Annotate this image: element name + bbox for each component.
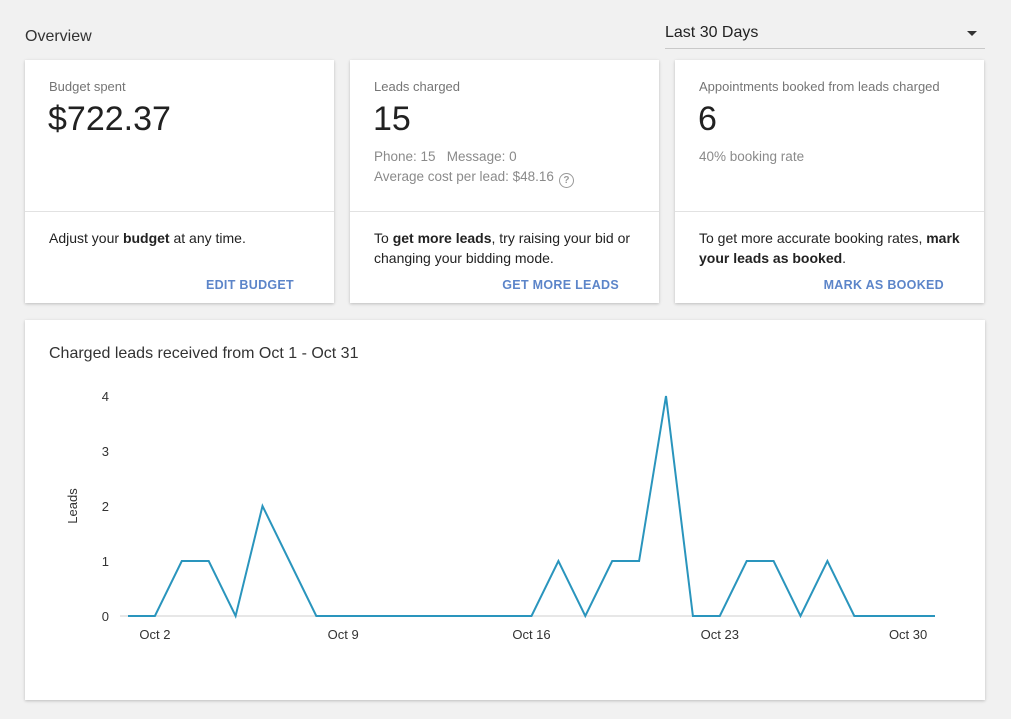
edit-budget-button[interactable]: EDIT BUDGET (205, 278, 294, 292)
get-more-leads-button[interactable]: GET MORE LEADS (502, 278, 619, 292)
budget-card: Budget spent $722.37 Adjust your budget … (25, 60, 334, 303)
series-line-leads (128, 395, 935, 619)
leads-breakdown: Phone: 15 Message: 0 (374, 149, 517, 164)
date-range-value: Last 30 Days (665, 24, 759, 41)
x-tick-label: Oct 16 (512, 627, 550, 642)
leads-card: Leads charged 15 Phone: 15 Message: 0 Av… (350, 60, 659, 303)
date-range-select[interactable]: Last 30 Days (665, 22, 985, 49)
y-tick-label: 3 (102, 444, 109, 459)
y-tick-label: 4 (102, 389, 109, 404)
y-axis-label: Leads (65, 488, 80, 524)
x-tick-label: Oct 2 (139, 627, 170, 642)
appointments-tip: To get more accurate booking rates, mark… (699, 230, 960, 266)
x-tick-label: Oct 30 (889, 627, 927, 642)
leads-value: 15 (373, 100, 411, 138)
average-cost: Average cost per lead: $48.16? (374, 169, 574, 188)
card-divider (675, 211, 984, 212)
appointments-card: Appointments booked from leads charged 6… (675, 60, 984, 303)
y-tick-label: 2 (102, 499, 109, 514)
booking-rate: 40% booking rate (699, 149, 805, 164)
x-tick-label: Oct 23 (701, 627, 739, 642)
question-circle-icon[interactable]: ? (558, 173, 574, 188)
leads-tip: To get more leads, try raising your bid … (374, 230, 631, 266)
card-divider (25, 211, 334, 212)
appointments-label: Appointments booked from leads charged (699, 79, 940, 94)
chevron-down-icon (967, 31, 977, 36)
overview-title: Overview (25, 28, 92, 45)
leads-label: Leads charged (374, 79, 461, 94)
chart-title: Charged leads received from Oct 1 - Oct … (49, 345, 359, 362)
x-tick-label: Oct 9 (328, 627, 359, 642)
y-tick-label: 0 (102, 609, 109, 624)
leads-line-chart: 0 1 2 3 4 Oct 2 Oct 9 Oct 16 Oct 23 Oct 30 Leads (65, 389, 935, 642)
budget-tip: Adjust your budget at any time. (49, 230, 246, 246)
mark-as-booked-button[interactable]: MARK AS BOOKED (823, 278, 944, 292)
y-tick-label: 1 (102, 554, 109, 569)
budget-value: $722.37 (48, 100, 171, 138)
budget-label: Budget spent (49, 79, 126, 94)
card-divider (350, 211, 659, 212)
chart-card: Charged leads received from Oct 1 - Oct … (25, 320, 985, 700)
appointments-value: 6 (698, 100, 717, 138)
